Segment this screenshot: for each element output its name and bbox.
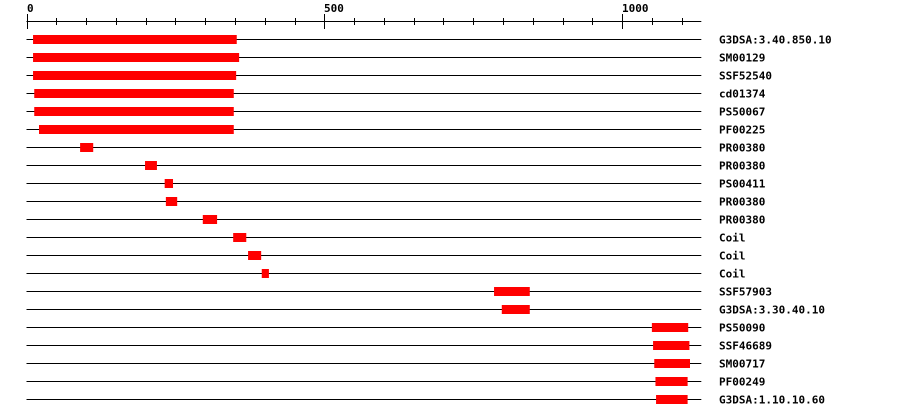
domain-track: SM00129	[26, 52, 765, 65]
track-label: Coil	[719, 268, 746, 281]
domain-bar	[80, 143, 94, 152]
track-label: PS50090	[719, 322, 765, 335]
domain-track: Coil	[26, 232, 746, 245]
domain-track: PF00249	[26, 376, 765, 389]
domain-bar	[248, 251, 262, 260]
domain-track: SM00717	[26, 358, 765, 371]
domain-bar	[654, 359, 690, 368]
domain-track: PS00411	[26, 178, 766, 191]
domain-bar	[656, 395, 688, 404]
domain-bar	[653, 341, 690, 350]
tick-label: 1000	[622, 2, 649, 15]
track-label: PF00225	[719, 124, 765, 137]
domain-bar	[651, 323, 689, 332]
domain-tracks: G3DSA:3.40.850.10 SM00129 SSF52540 cd01374 P…	[26, 34, 832, 407]
domain-track: PR00380	[26, 214, 765, 227]
domain-track: G3DSA:3.40.850.10	[26, 34, 832, 47]
position-axis: 0 500 1000	[26, 2, 702, 29]
domain-bar	[494, 287, 530, 296]
domain-track: cd01374	[26, 88, 766, 101]
domain-bar	[34, 89, 234, 98]
domain-track: PR00380	[26, 142, 765, 155]
track-label: SM00717	[719, 358, 765, 371]
domain-bar	[202, 215, 218, 224]
track-label: PR00380	[719, 160, 765, 173]
domain-bar	[33, 71, 237, 80]
domain-track: PR00380	[26, 160, 765, 173]
domain-bar	[164, 179, 174, 188]
track-label: SSF57903	[719, 286, 772, 299]
tick-label: 500	[324, 2, 344, 15]
track-label: SSF46689	[719, 340, 772, 353]
domain-bar	[33, 53, 240, 62]
domain-track: SSF46689	[26, 340, 772, 353]
domain-bar	[501, 305, 530, 314]
domain-bar	[34, 107, 234, 116]
track-label: PS00411	[719, 178, 766, 191]
track-label: PR00380	[719, 142, 765, 155]
track-label: SM00129	[719, 52, 765, 65]
track-label: cd01374	[719, 88, 766, 101]
tick-label: 0	[27, 2, 34, 15]
domain-track: Coil	[26, 250, 746, 263]
track-label: G3DSA:3.40.850.10	[719, 34, 832, 47]
track-label: G3DSA:3.30.40.10	[719, 304, 825, 317]
track-label: PR00380	[719, 196, 765, 209]
domain-track: G3DSA:3.30.40.10	[26, 304, 825, 317]
track-label: PS50067	[719, 106, 765, 119]
domain-bar	[655, 377, 688, 386]
domain-track: PS50090	[26, 322, 765, 335]
domain-bar	[233, 233, 247, 242]
domain-track: SSF52540	[26, 70, 772, 83]
domain-track: PF00225	[26, 124, 765, 137]
track-label: Coil	[719, 250, 746, 263]
domain-bar	[261, 269, 269, 278]
domain-bar	[145, 161, 157, 170]
track-label: PR00380	[719, 214, 765, 227]
track-label: PF00249	[719, 376, 765, 389]
domain-track: PS50067	[26, 106, 765, 119]
track-label: SSF52540	[719, 70, 772, 83]
domain-bar	[165, 197, 178, 206]
track-label: G3DSA:1.10.10.60	[719, 394, 825, 407]
domain-bar	[39, 125, 234, 134]
track-label: Coil	[719, 232, 746, 245]
domain-track: SSF57903	[26, 286, 772, 299]
domain-track: PR00380	[26, 196, 765, 209]
domain-track: Coil	[26, 268, 746, 281]
domain-bar	[33, 35, 237, 44]
domain-track: G3DSA:1.10.10.60	[26, 394, 825, 407]
